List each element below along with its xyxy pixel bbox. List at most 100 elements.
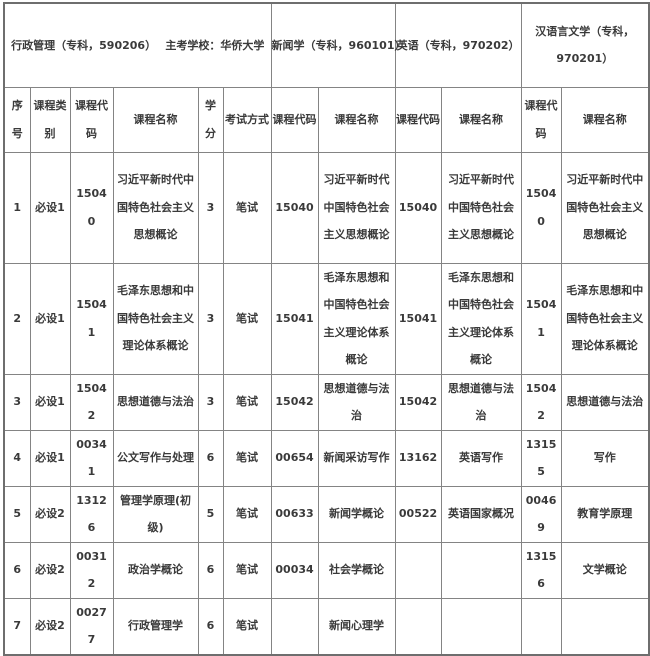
major-header-row: 行政管理（专科，590206） 主考学校：华侨大学 新闻学（专科，960101）… [3,2,650,88]
course-category: 必设2 [29,597,71,655]
row-number: 1 [3,151,31,264]
course-name: 习近平新时代中国特色社会主义思想概论 [440,151,522,264]
course-name [440,597,522,655]
exam-type: 笔试 [222,373,272,431]
course-name: 毛泽东思想和中国特色社会主义理论体系概论 [112,262,199,375]
table-row: 2 必设1 15041 毛泽东思想和中国特色社会主义理论体系概论 3 笔试 15… [3,262,650,375]
row-number: 6 [3,541,31,599]
exam-type: 笔试 [222,485,272,543]
course-name: 毛泽东思想和中国特色社会主义理论体系概论 [440,262,522,375]
course-name: 思想道德与法治 [317,373,396,431]
course-code [394,597,442,655]
course-category: 必设1 [29,151,71,264]
course-code: 00469 [520,485,562,543]
column-header-name: 课程名称 [112,86,199,153]
course-name: 英语写作 [440,429,522,487]
course-name: 管理学原理(初级) [112,485,199,543]
column-header-name: 课程名称 [317,86,396,153]
column-header-name: 课程名称 [560,86,650,153]
course-code [394,541,442,599]
course-code: 13126 [69,485,114,543]
course-code: 15042 [270,373,319,431]
table-row: 5 必设2 13126 管理学原理(初级) 5 笔试 00633 新闻学概论 0… [3,485,650,543]
course-name: 毛泽东思想和中国特色社会主义理论体系概论 [560,262,650,375]
column-header-row: 序号 课程类别 课程代码 课程名称 学分 考试方式 课程代码 课程名称 课程代码… [3,86,650,153]
row-number: 4 [3,429,31,487]
course-code: 00522 [394,485,442,543]
course-name: 习近平新时代中国特色社会主义思想概论 [317,151,396,264]
course-code: 15042 [69,373,114,431]
credits: 6 [197,541,224,599]
column-header-code: 课程代码 [270,86,319,153]
credits: 6 [197,597,224,655]
course-name: 新闻心理学 [317,597,396,655]
course-name: 习近平新时代中国特色社会主义思想概论 [112,151,199,264]
exam-type: 笔试 [222,597,272,655]
course-code: 13155 [520,429,562,487]
column-header-code: 课程代码 [69,86,114,153]
course-name [440,541,522,599]
exam-type: 笔试 [222,262,272,375]
course-name [560,597,650,655]
row-number: 5 [3,485,31,543]
course-name: 思想道德与法治 [560,373,650,431]
course-name: 社会学概论 [317,541,396,599]
course-code: 15041 [69,262,114,375]
column-header-credits: 学分 [197,86,224,153]
course-plan-table: 行政管理（专科，590206） 主考学校：华侨大学 新闻学（专科，960101）… [3,2,650,656]
table-row: 7 必设2 00277 行政管理学 6 笔试 新闻心理学 [3,597,650,655]
course-code [520,597,562,655]
column-header-name: 课程名称 [440,86,522,153]
course-code: 00312 [69,541,114,599]
course-name: 政治学概论 [112,541,199,599]
row-number: 2 [3,262,31,375]
course-name: 思想道德与法治 [440,373,522,431]
major-header-admin: 行政管理（专科，590206） 主考学校：华侨大学 [3,2,272,88]
credits: 5 [197,485,224,543]
course-code: 15042 [394,373,442,431]
credits: 6 [197,429,224,487]
table-row: 4 必设1 00341 公文写作与处理 6 笔试 00654 新闻采访写作 13… [3,429,650,487]
course-code: 15040 [394,151,442,264]
column-header-exam-type: 考试方式 [222,86,272,153]
course-name: 英语国家概况 [440,485,522,543]
course-name: 思想道德与法治 [112,373,199,431]
credits: 3 [197,373,224,431]
course-code: 15040 [270,151,319,264]
course-name: 新闻采访写作 [317,429,396,487]
row-number: 7 [3,597,31,655]
course-category: 必设1 [29,262,71,375]
course-code: 00341 [69,429,114,487]
course-code: 15040 [69,151,114,264]
table-row: 6 必设2 00312 政治学概论 6 笔试 00034 社会学概论 13156… [3,541,650,599]
course-code: 15040 [520,151,562,264]
row-number: 3 [3,373,31,431]
course-code: 15041 [520,262,562,375]
major-header-journalism: 新闻学（专科，960101） [270,2,405,88]
course-code: 15041 [270,262,319,375]
credits: 3 [197,151,224,264]
major-header-chinese: 汉语言文学（专科，970201） [520,2,650,88]
column-header-seq: 序号 [3,86,31,153]
course-code: 15042 [520,373,562,431]
course-name: 文学概论 [560,541,650,599]
table-row: 1 必设1 15040 习近平新时代中国特色社会主义思想概论 3 笔试 1504… [3,151,650,264]
column-header-category: 课程类别 [29,86,71,153]
course-code: 13156 [520,541,562,599]
table-row: 3 必设1 15042 思想道德与法治 3 笔试 15042 思想道德与法治 1… [3,373,650,431]
course-name: 习近平新时代中国特色社会主义思想概论 [560,151,650,264]
course-name: 写作 [560,429,650,487]
exam-type: 笔试 [222,151,272,264]
course-name: 毛泽东思想和中国特色社会主义理论体系概论 [317,262,396,375]
course-name: 公文写作与处理 [112,429,199,487]
course-category: 必设2 [29,541,71,599]
credits: 3 [197,262,224,375]
course-category: 必设1 [29,373,71,431]
course-code: 00654 [270,429,319,487]
course-code: 00633 [270,485,319,543]
column-header-code: 课程代码 [394,86,442,153]
major-header-english: 英语（专科，970202） [394,2,522,88]
exam-type: 笔试 [222,541,272,599]
exam-type: 笔试 [222,429,272,487]
course-name: 新闻学概论 [317,485,396,543]
